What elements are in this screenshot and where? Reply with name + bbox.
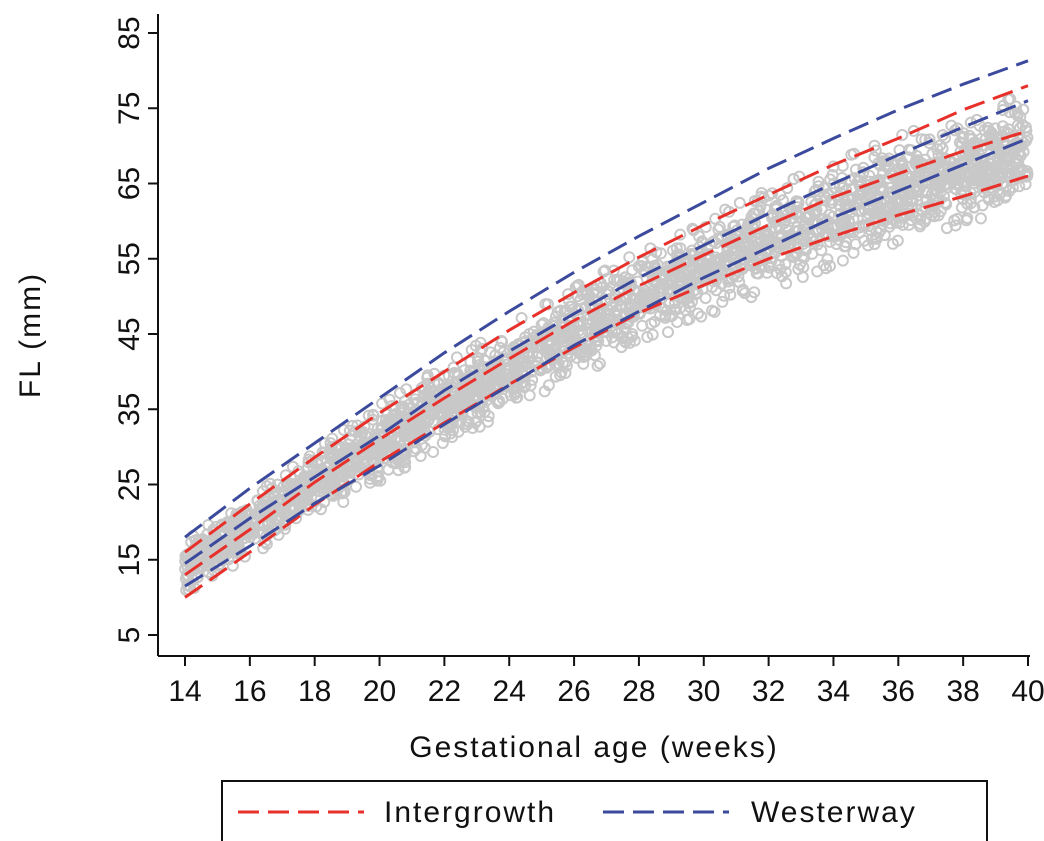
y-tick-label: 65 — [113, 167, 146, 200]
y-tick-label: 85 — [113, 16, 146, 49]
x-tick-label: 14 — [168, 675, 201, 708]
scatter-point — [976, 213, 986, 223]
percentile-curves — [185, 61, 1028, 598]
y-tick-label: 15 — [113, 543, 146, 576]
scatter-point — [701, 293, 711, 303]
scatter-point — [735, 198, 745, 208]
scatter-point — [525, 390, 535, 400]
x-tick-label: 34 — [817, 675, 850, 708]
legend: Intergrowth Westerway — [222, 781, 987, 841]
x-tick-label: 16 — [233, 675, 266, 708]
y-tick-label: 25 — [113, 468, 146, 501]
x-axis-title: Gestational age (weeks) — [409, 731, 779, 764]
y-tick-label: 45 — [113, 317, 146, 350]
x-tick-label: 26 — [557, 675, 590, 708]
y-tick-label: 5 — [113, 627, 146, 644]
legend-label-westerway: Westerway — [751, 796, 917, 829]
y-tick-label: 75 — [113, 92, 146, 125]
legend-label-intergrowth: Intergrowth — [384, 796, 556, 829]
curve-intergrowth-1 — [185, 176, 1028, 597]
scatter-point — [595, 359, 605, 369]
x-tick-label: 24 — [493, 675, 526, 708]
scatter-point — [725, 290, 735, 300]
scatter-point — [663, 327, 673, 337]
x-tick-label: 22 — [428, 675, 461, 708]
scatter-point — [838, 256, 848, 266]
y-tick-label: 55 — [113, 242, 146, 275]
x-tick-label: 32 — [752, 675, 785, 708]
x-tick-label: 38 — [946, 675, 979, 708]
y-tick-label: 35 — [113, 393, 146, 426]
scatter-points — [180, 94, 1032, 595]
x-tick-label: 36 — [882, 675, 915, 708]
x-tick-label: 28 — [622, 675, 655, 708]
x-tick-label: 30 — [687, 675, 720, 708]
scatter-point — [624, 252, 634, 262]
x-tick-label: 20 — [363, 675, 396, 708]
y-axis-title: FL (mm) — [14, 272, 47, 398]
x-tick-label: 18 — [298, 675, 331, 708]
x-tick-label: 40 — [1011, 675, 1044, 708]
